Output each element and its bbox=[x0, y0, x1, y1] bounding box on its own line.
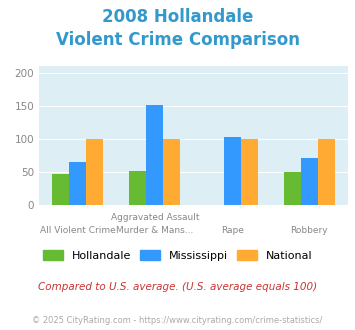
Text: © 2025 CityRating.com - https://www.cityrating.com/crime-statistics/: © 2025 CityRating.com - https://www.city… bbox=[32, 315, 323, 325]
Text: Aggravated Assault: Aggravated Assault bbox=[111, 213, 199, 222]
Text: Robbery: Robbery bbox=[290, 226, 328, 235]
Text: 2008 Hollandale: 2008 Hollandale bbox=[102, 8, 253, 26]
Legend: Hollandale, Mississippi, National: Hollandale, Mississippi, National bbox=[38, 246, 317, 265]
Bar bbox=[86, 139, 103, 205]
Text: Rape: Rape bbox=[221, 226, 244, 235]
Bar bbox=[146, 105, 163, 205]
Bar bbox=[52, 174, 69, 205]
Text: All Violent Crime: All Violent Crime bbox=[40, 226, 115, 235]
Text: Compared to U.S. average. (U.S. average equals 100): Compared to U.S. average. (U.S. average … bbox=[38, 282, 317, 292]
Bar bbox=[69, 162, 86, 205]
Bar bbox=[129, 171, 146, 205]
Bar bbox=[318, 139, 335, 205]
Text: Violent Crime Comparison: Violent Crime Comparison bbox=[55, 31, 300, 50]
Bar bbox=[284, 172, 301, 205]
Text: Murder & Mans...: Murder & Mans... bbox=[116, 226, 193, 235]
Bar bbox=[224, 137, 241, 205]
Bar bbox=[163, 139, 180, 205]
Bar bbox=[241, 139, 258, 205]
Bar bbox=[301, 158, 318, 205]
